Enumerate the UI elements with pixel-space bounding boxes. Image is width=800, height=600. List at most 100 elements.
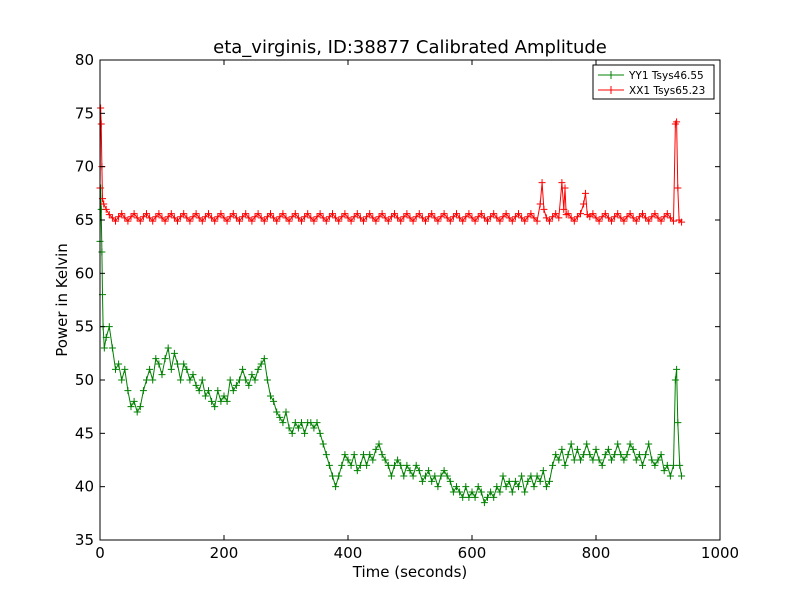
data-point-1-98 [387,213,395,221]
data-point-0-192 [673,365,681,373]
data-point-1-82 [338,213,346,221]
data-point-1-47 [229,210,237,218]
y-tick-label-8: 75 [75,104,94,122]
data-point-0-15 [127,403,135,411]
data-point-1-95 [378,210,386,218]
data-point-0-48 [229,387,237,395]
data-point-1-102 [400,213,408,221]
data-point-1-143 [527,210,535,218]
data-point-0-35 [189,371,197,379]
data-point-0-190 [670,461,677,469]
data-point-1-139 [515,210,522,218]
data-point-0-178 [632,456,640,464]
data-point-1-83 [341,210,349,218]
data-point-0-65 [282,408,290,416]
data-point-0-167 [598,461,606,469]
data-point-0-103 [400,472,408,480]
data-point-0-120 [453,483,460,491]
data-point-0-152 [552,451,560,459]
data-point-1-180 [629,214,637,222]
data-point-0-61 [270,397,278,405]
data-point-1-20 [146,214,154,222]
data-point-1-150 [546,217,553,225]
data-point-0-179 [635,451,643,459]
data-point-1-109 [422,217,429,225]
data-point-0-92 [366,451,374,459]
data-point-0-47 [226,376,234,384]
data-point-1-31 [180,210,188,218]
data-point-1-80 [332,214,340,222]
data-point-1-40 [208,214,216,222]
data-point-0-31 [177,376,185,384]
data-point-0-164 [589,456,597,464]
data-point-1-64 [282,214,290,222]
x-tick-label-2: 400 [334,544,363,562]
data-point-1-76 [319,214,327,222]
data-point-0-118 [446,477,454,485]
data-point-1-185 [645,217,653,225]
data-point-1-119 [453,210,460,218]
data-point-0-60 [267,392,274,400]
data-point-0-180 [639,461,646,469]
data-point-0-74 [310,424,318,432]
data-point-1-176 [617,214,625,222]
data-point-0-122 [459,493,467,501]
data-point-0-54 [248,371,256,379]
data-point-1-72 [307,214,315,222]
data-point-0-176 [626,440,634,448]
data-point-1-28 [170,214,178,222]
data-point-0-87 [350,451,358,459]
data-point-0-53 [245,381,253,389]
data-point-1-27 [167,210,175,218]
legend-marker-0 [607,71,615,79]
data-point-0-41 [208,397,216,405]
data-point-0-29 [170,349,178,357]
data-point-1-182 [635,213,643,221]
data-point-0-157 [567,440,575,448]
data-point-1-140 [518,214,526,222]
data-point-1-174 [611,213,619,221]
data-point-1-161 [573,213,581,221]
data-point-0-89 [356,461,364,469]
data-point-1-190 [660,213,668,221]
data-point-0-49 [232,381,240,389]
y-tick-label-6: 65 [75,211,94,229]
data-point-0-186 [657,451,665,459]
data-point-1-18 [139,213,147,221]
data-point-0-62 [273,408,281,416]
data-point-0-32 [180,360,188,368]
data-point-0-134 [496,488,504,496]
data-point-0-39 [201,392,209,400]
data-point-1-34 [189,213,197,221]
data-point-0-96 [378,451,386,459]
data-point-0-175 [623,451,631,459]
data-point-0-88 [353,467,361,475]
data-point-0-132 [490,493,498,501]
data-point-1-148 [540,205,548,213]
data-point-0-138 [508,488,516,496]
data-point-0-77 [319,440,327,448]
data-point-1-62 [276,213,284,221]
data-point-0-86 [347,461,355,469]
data-point-1-167 [589,210,597,218]
y-tick-label-5: 60 [75,264,94,282]
data-point-1-65 [285,217,293,225]
data-point-1-50 [239,213,247,221]
data-point-0-147 [536,477,544,485]
legend: YY1 Tsys46.55 XX1 Tsys65.23 [592,64,715,100]
data-point-0-13 [121,365,129,373]
data-point-0-52 [242,376,250,384]
data-point-1-151 [549,213,557,221]
data-point-1-154 [558,179,566,187]
data-point-1-171 [601,210,609,218]
data-point-0-105 [406,467,414,475]
y-tick-label-9: 80 [75,51,94,69]
data-point-0-33 [183,365,191,373]
data-point-1-86 [350,213,358,221]
data-point-1-184 [642,214,650,222]
data-point-1-39 [205,210,212,218]
data-point-1-78 [325,213,333,221]
data-point-1-152 [552,210,560,218]
data-point-0-188 [663,461,671,469]
